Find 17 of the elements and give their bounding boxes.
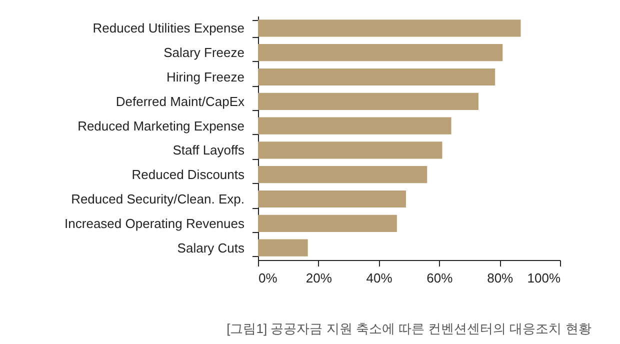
text: [그림1] 공공자금 지원 축소에 따른 컨벤션센터의 대응조치 현황 <box>226 321 592 336</box>
y-tick-label: Reduced Marketing Expense <box>78 118 244 134</box>
x-tick-label: 100% <box>527 270 561 286</box>
x-tick-label: 60% <box>426 270 454 286</box>
y-tick-label: Deferred Maint/CapEx <box>116 94 245 109</box>
y-tick-label: Increased Operating Revenues <box>64 216 245 231</box>
y-tick-label: Salary Cuts <box>177 240 245 256</box>
y-tick-label: Reduced Discounts <box>132 167 245 182</box>
y-tick-label: Reduced Security/Clean. Exp. <box>71 192 244 206</box>
y-tick-label: Staff Layoffs <box>172 142 245 158</box>
x-tick-label: 0% <box>258 270 278 286</box>
y-tick-label: Hiring Freeze <box>166 70 244 84</box>
x-tick-label: 80% <box>487 270 514 286</box>
y-tick-label: Reduced Utilities Expense <box>92 20 244 36</box>
x-tick-label: 20% <box>306 270 332 286</box>
y-tick-label: Salary Freeze <box>164 45 244 60</box>
x-tick-label: 40% <box>366 270 393 286</box>
